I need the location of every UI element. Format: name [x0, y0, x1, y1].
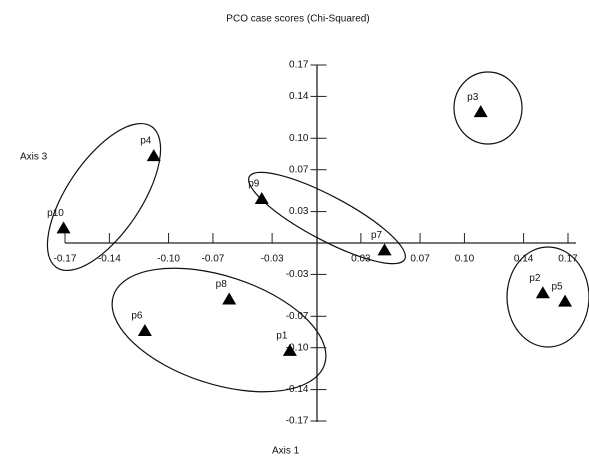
point-label: p4	[140, 136, 152, 147]
point	[254, 192, 269, 205]
point	[558, 294, 573, 307]
y-axis-label: Axis 3	[20, 152, 48, 163]
group-outline	[453, 71, 523, 145]
point	[377, 243, 392, 256]
point	[473, 105, 488, 118]
x-tick-label: 0.17	[558, 254, 578, 265]
point-label: p10	[47, 208, 64, 219]
x-tick-label: 0.14	[514, 254, 534, 265]
y-tick-label: -0.10	[286, 342, 309, 353]
x-tick-label: -0.03	[261, 254, 284, 265]
x-tick-label: 0.03	[351, 254, 371, 265]
x-tick-label: -0.07	[202, 254, 225, 265]
y-tick-label: -0.03	[286, 269, 309, 280]
point-label: p7	[371, 230, 383, 241]
group-outline	[248, 171, 406, 265]
chart-title: PCO case scores (Chi-Squared)	[226, 14, 369, 25]
point	[222, 292, 237, 305]
x-tick-label: -0.17	[54, 254, 77, 265]
point	[137, 323, 152, 336]
point	[535, 286, 550, 299]
point-label: p9	[248, 179, 260, 190]
y-tick-label: 0.14	[289, 91, 309, 102]
x-tick-label: -0.14	[98, 254, 121, 265]
x-tick-label: -0.10	[157, 254, 180, 265]
point-label: p8	[216, 279, 228, 290]
x-tick-label: 0.10	[455, 254, 475, 265]
group-outline	[506, 246, 589, 348]
y-tick-label: 0.17	[289, 60, 309, 71]
y-tick-label: -0.07	[286, 311, 309, 322]
group-outline	[111, 267, 327, 393]
point-label: p3	[467, 92, 479, 103]
point	[56, 221, 71, 234]
x-tick-label: 0.07	[410, 254, 430, 265]
group-outline	[46, 122, 162, 272]
point-label: p2	[529, 273, 541, 284]
point	[146, 149, 161, 162]
point-label: p6	[131, 311, 143, 322]
x-axis-label: Axis 1	[272, 446, 300, 457]
y-tick-label: -0.17	[286, 416, 309, 427]
point	[282, 343, 297, 356]
y-tick-label: -0.14	[286, 384, 309, 395]
point-label: p1	[276, 330, 288, 341]
y-tick-label: 0.03	[289, 206, 309, 217]
y-tick-label: 0.10	[289, 133, 309, 144]
y-tick-label: 0.07	[289, 164, 309, 175]
point-label: p5	[551, 281, 563, 292]
